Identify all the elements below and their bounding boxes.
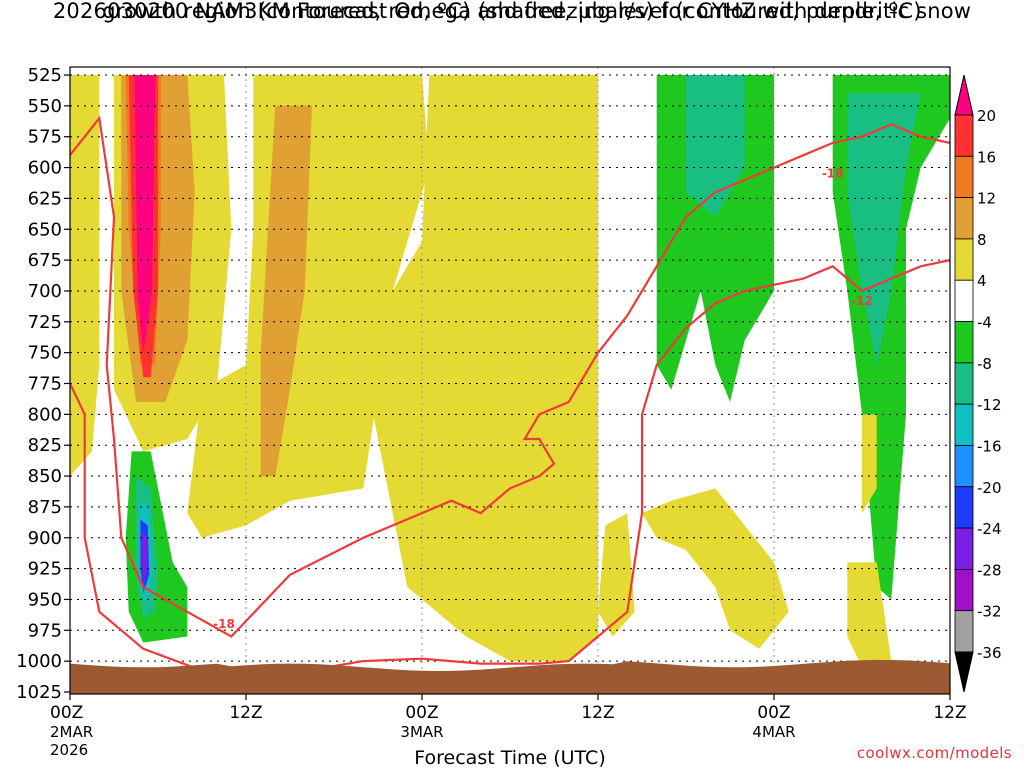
- omega-region-7: [134, 75, 156, 353]
- omega-region-8: [363, 75, 598, 662]
- colorbar-top-triangle: [954, 74, 974, 116]
- x-tick-label: 00Z: [757, 703, 790, 723]
- y-tick-label: 550: [28, 96, 62, 117]
- y-tick-label: 1000: [16, 651, 62, 672]
- plot-frame: [69, 66, 951, 695]
- colorbar-label: -28: [977, 561, 1002, 579]
- colorbar-swatch: [954, 155, 974, 199]
- contour-label: -12: [851, 294, 873, 308]
- credit-text: coolwx.com/models: [856, 744, 1012, 762]
- y-tick-label: 1025: [16, 682, 62, 703]
- colorbar-label: 12: [977, 190, 996, 208]
- omega-region-12: [847, 93, 921, 365]
- omega-region-13: [125, 451, 188, 643]
- y-tick-label: 625: [28, 188, 62, 209]
- colorbar-label: -12: [977, 396, 1002, 414]
- y-tick-label: 575: [28, 127, 62, 148]
- y-tick-label: 675: [28, 250, 62, 271]
- colorbar-swatch: [954, 445, 974, 488]
- omega-region-10: [686, 75, 745, 217]
- colorbar-swatch: [954, 527, 974, 570]
- y-tick-label: 925: [28, 559, 62, 580]
- colorbar-swatch: [954, 238, 974, 281]
- x-axis-label: Forecast Time (UTC): [414, 747, 605, 768]
- terrain-band: [70, 659, 950, 694]
- x-tick-label: 12Z: [229, 703, 262, 723]
- omega-region-17: [141, 531, 148, 588]
- colorbar-swatch: [954, 197, 974, 240]
- colorbar-label: -24: [977, 520, 1002, 538]
- colorbar-swatch: [954, 321, 974, 364]
- y-tick-label: 800: [28, 404, 62, 425]
- colorbar-swatch: [954, 486, 974, 529]
- y-tick-label: 825: [28, 435, 62, 456]
- colorbar-swatch: [954, 610, 974, 653]
- colorbar-label: -16: [977, 437, 1002, 455]
- colorbar-bottom-triangle: [954, 651, 974, 693]
- x-date-label: 3MAR: [400, 723, 443, 741]
- y-tick-label: 600: [28, 158, 62, 179]
- colorbar-label: 8: [977, 231, 987, 249]
- x-tick-label: 00Z: [50, 703, 83, 723]
- chart-title-line-1: 2026030200 NAM3KM Forecast Omega (shaded…: [52, 0, 972, 23]
- omega-region-3: [187, 75, 430, 538]
- colorbar-label: -8: [977, 355, 992, 373]
- colorbar-label: 20: [977, 107, 996, 125]
- colorbar-swatch: [954, 362, 974, 405]
- y-tick-label: 650: [28, 219, 62, 240]
- x-tick-label: 12Z: [933, 703, 966, 723]
- omega-region-19: [598, 513, 635, 637]
- colorbar-label: -32: [977, 603, 1002, 621]
- y-tick-label: 750: [28, 343, 62, 364]
- y-tick-label: 900: [28, 528, 62, 549]
- colorbar-swatch: [954, 114, 974, 157]
- y-tick-label: 850: [28, 466, 62, 487]
- colorbar-label: -20: [977, 479, 1002, 497]
- dgz-contour--18: [70, 115, 950, 638]
- omega-region-20: [862, 414, 877, 514]
- y-tick-label: 775: [28, 374, 62, 395]
- colorbar-label: 4: [977, 272, 987, 290]
- contour-label: -18: [213, 617, 235, 631]
- y-tick-label: 875: [28, 497, 62, 518]
- omega-region-21: [847, 562, 892, 668]
- contour-label: -18: [822, 167, 844, 181]
- y-tick-label: 700: [28, 281, 62, 302]
- x-date-label: 4MAR: [752, 723, 795, 741]
- omega-region-0: [70, 75, 100, 477]
- x-year-label: 2026: [50, 741, 88, 759]
- y-tick-label: 525: [28, 65, 62, 86]
- colorbar-swatch: [954, 403, 974, 446]
- x-tick-label: 12Z: [581, 703, 614, 723]
- y-tick-label: 950: [28, 589, 62, 610]
- y-tick-label: 975: [28, 620, 62, 641]
- colorbar-swatch: [954, 568, 974, 612]
- colorbar-label: -36: [977, 644, 1002, 662]
- colorbar-swatch: [954, 279, 974, 322]
- x-date-label: 2MAR: [50, 723, 93, 741]
- y-tick-label: 725: [28, 312, 62, 333]
- colorbar-label: 16: [977, 148, 996, 166]
- chart-title-line-2: growth region (contoured, red, ºC) and f…: [102, 0, 922, 23]
- colorbar-label: -4: [977, 314, 992, 332]
- x-tick-label: 00Z: [405, 703, 438, 723]
